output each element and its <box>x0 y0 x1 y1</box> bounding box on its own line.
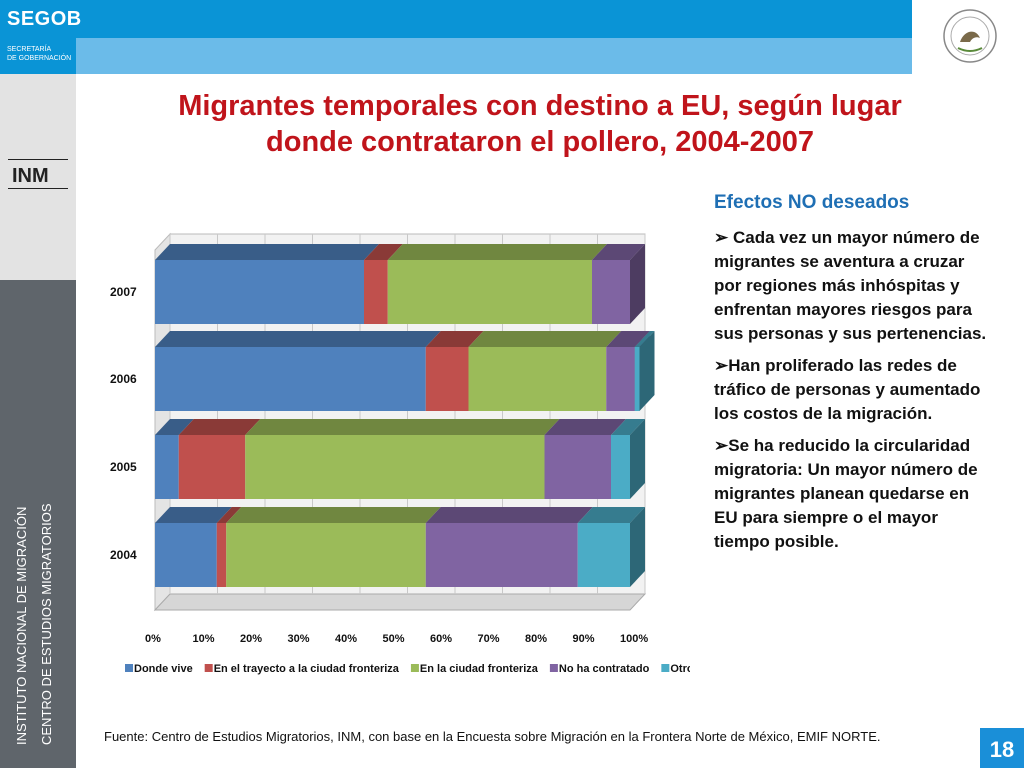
bar-segment-top <box>606 331 650 347</box>
bullet-list: ➢ Cada vez un mayor número de migrantes … <box>714 226 989 562</box>
stacked-bar-chart: 2007 2006 2005 2004 0% 10% 20% 30% 40% 50% 60% 70% 8… <box>110 232 690 675</box>
legend-swatch <box>410 664 419 672</box>
sidebar-vertical-line2: CENTRO DE ESTUDIOS MIGRATORIOS <box>39 503 54 745</box>
sidebar-bottom <box>0 280 76 768</box>
bar-segment <box>226 523 426 587</box>
bar-segment-top <box>155 244 379 260</box>
bullet-item: ➢ Cada vez un mayor número de migrantes … <box>714 228 987 343</box>
bar-segment <box>468 347 607 411</box>
bar-segment <box>155 435 179 499</box>
sidebar-vertical-line1: INSTITUTO NACIONAL DE MIGRACIÓN <box>14 506 29 745</box>
y-tick-label: 2005 <box>110 460 137 474</box>
source-note: Fuente: Centro de Estudios Migratorios, … <box>104 729 881 744</box>
secretaria-label: SECRETARÍA DE GOBERNACIÓN <box>7 46 72 62</box>
bar-segment-side <box>630 244 645 324</box>
x-tick-label: 20% <box>240 633 262 645</box>
y-tick-label: 2007 <box>110 285 137 299</box>
bar-segment-top <box>611 419 645 435</box>
bullet-item: ➢Han proliferado las redes de tráfico de… <box>714 356 981 423</box>
bar-segment-top <box>425 331 484 347</box>
bar-segment <box>425 523 578 587</box>
x-tick-label: 10% <box>193 633 215 645</box>
x-tick-label: 90% <box>573 633 595 645</box>
bar-segment-side <box>630 419 645 499</box>
bar-segment <box>577 523 630 587</box>
bar-segment-top <box>178 419 261 435</box>
bar-segment-top <box>245 419 560 435</box>
bullet-item: ➢Se ha reducido la circularidad migrator… <box>714 436 978 551</box>
mexican-seal-icon <box>943 9 997 63</box>
legend-label: Otro lugar <box>670 663 690 675</box>
bar-segment <box>611 435 630 499</box>
inm-logo: INM <box>8 159 68 189</box>
legend-swatch <box>661 664 670 672</box>
x-tick-label: 100% <box>620 633 648 645</box>
bar-segment-top <box>592 244 645 260</box>
bar-segment-top <box>425 507 593 523</box>
bar-segment-top <box>155 507 232 523</box>
y-tick-label: 2006 <box>110 372 137 386</box>
bar-segment <box>155 347 426 411</box>
x-tick-label: 0% <box>145 633 161 645</box>
bar-segment <box>606 347 635 411</box>
bar-segment <box>634 347 640 411</box>
efectos-heading: Efectos NO deseados <box>714 192 910 213</box>
legend-label: En el trayecto a la ciudad fronteriza <box>214 663 400 675</box>
bar-segment-top <box>155 331 441 347</box>
legend-swatch <box>125 664 133 672</box>
bar-segment-side <box>639 331 655 411</box>
segob-logo: SEGOB <box>7 8 82 30</box>
x-tick-label: 50% <box>383 633 405 645</box>
bar-segment-top <box>544 419 626 435</box>
x-tick-label: 40% <box>335 633 357 645</box>
legend-swatch <box>204 664 213 672</box>
bar-segment-top <box>226 507 441 523</box>
bar-segment-top <box>577 507 645 523</box>
legend-label: No ha contratado <box>559 663 650 675</box>
bar-segment <box>178 435 246 499</box>
bar-segment-top <box>216 507 242 523</box>
bar-segment <box>216 523 227 587</box>
bar-segment-top <box>387 244 607 260</box>
brand-block <box>0 38 76 74</box>
seal-area <box>912 0 1024 74</box>
y-tick-label: 2004 <box>110 548 137 562</box>
bar-segment-top <box>468 331 622 347</box>
header-subbar <box>76 38 912 74</box>
page-number: 18 <box>980 728 1024 768</box>
bar-segment-top <box>155 419 194 435</box>
bar-segment-top <box>364 244 403 260</box>
x-tick-label: 70% <box>478 633 500 645</box>
bar-segment <box>592 260 630 324</box>
bar-segment <box>245 435 545 499</box>
bar-segment-top <box>634 331 655 347</box>
legend-label: En la ciudad fronteriza <box>420 663 539 675</box>
legend-label: Donde vive <box>134 663 193 675</box>
svg-text:INM: INM <box>12 165 49 187</box>
bar-segment <box>155 260 364 324</box>
sidebar-top <box>0 74 76 280</box>
header-bar <box>0 0 912 38</box>
chart-floor <box>153 593 647 611</box>
bar-segment <box>425 347 469 411</box>
bar-segment <box>364 260 388 324</box>
bar-segment-side <box>630 507 645 587</box>
x-tick-label: 80% <box>525 633 547 645</box>
x-tick-label: 30% <box>288 633 310 645</box>
bar-segment <box>155 523 217 587</box>
legend-swatch <box>549 664 558 672</box>
x-tick-label: 60% <box>430 633 452 645</box>
page-title: Migrantes temporales con destino a EU, s… <box>178 90 902 158</box>
bar-segment <box>544 435 611 499</box>
bar-segment <box>387 260 592 324</box>
